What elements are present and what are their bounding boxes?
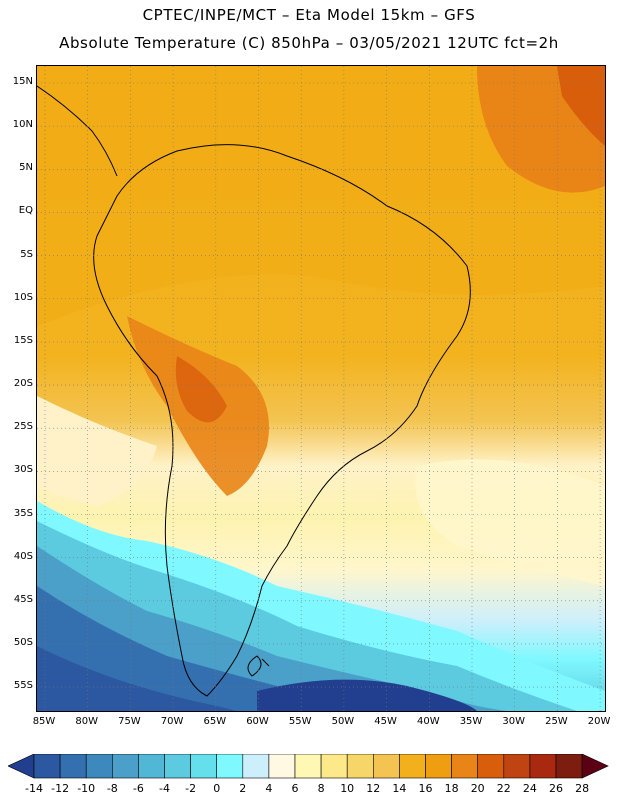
central-america-coastline [37, 85, 118, 177]
latitude-tick-label: 5S [20, 248, 33, 260]
colorbar-bin [555, 754, 583, 779]
colorbar-level-label: 26 [549, 782, 563, 795]
coldest-region [257, 679, 477, 711]
longitude-tick-label: 50W [331, 716, 355, 727]
longitude-tick-label: 70W [160, 716, 184, 727]
colorbar-level-label: 16 [418, 782, 433, 795]
latitude-tick-label: EQ [18, 205, 33, 217]
colorbar-level-label: 18 [444, 782, 459, 795]
longitude-tick-label: 85W [32, 716, 56, 727]
colorbar-level-label: -6 [132, 782, 144, 795]
longitude-tick-label: 30W [502, 716, 525, 727]
longitude-tick-label: 65W [203, 716, 227, 727]
longitude-tick-label: 40W [416, 716, 440, 727]
colorbar-bin [85, 754, 113, 779]
latitude-tick-label: 15N [12, 76, 33, 87]
colorbar-overflow-triangle [581, 754, 609, 779]
colorbar-bin [33, 754, 61, 779]
latitude-tick-label: 20S [13, 378, 33, 390]
colorbar-bin [320, 754, 348, 779]
latitude-tick-label: 50S [13, 636, 33, 648]
longitude-tick-label: 75W [118, 716, 141, 727]
colorbar-bin [242, 754, 270, 779]
colorbar-level-label: 12 [366, 782, 381, 795]
longitude-tick-label: 20W [587, 716, 611, 727]
colorbar-level-label: 22 [496, 782, 511, 795]
colorbar-bin [164, 754, 191, 779]
colorbar-bin [477, 754, 505, 779]
latitude-tick-label: 5N [19, 162, 33, 174]
colorbar-level-label: 20 [470, 782, 485, 795]
longitude-tick-label: 60W [246, 716, 269, 727]
colorbar-bin [216, 754, 244, 779]
colorbar-bin [112, 754, 139, 779]
colorbar-level-label: -14 [25, 782, 43, 795]
latitude-tick-label: 10N [12, 119, 33, 131]
colorbar-level-label: -8 [106, 782, 118, 795]
colorbar-level-label: 2 [239, 782, 247, 795]
latitude-tick-label: 40S [13, 550, 33, 562]
latitude-tick-label: 15S [13, 334, 33, 346]
colorbar-bin [503, 754, 531, 779]
temperature-map [36, 65, 606, 712]
colorbar-level-label: 0 [213, 782, 221, 795]
cold-band-4 [37, 586, 397, 711]
longitude-tick-label: 45W [374, 716, 397, 727]
lat-lon-grid [37, 66, 605, 711]
cold-band-5 [37, 646, 237, 711]
colorbar-level-label: -4 [159, 782, 170, 795]
colorbar-level-label: -10 [77, 782, 96, 795]
colorbar-level-label: 14 [392, 782, 407, 795]
falkland-islands [247, 655, 270, 677]
colorbar-level-label: 10 [340, 782, 355, 795]
colorbar-level-label: 8 [317, 782, 325, 795]
south-america-coastline [93, 144, 471, 697]
longitude-tick-label: 80W [75, 716, 98, 727]
chart-title-line2: Absolute Temperature (C) 850hPa – 03/05/… [59, 34, 559, 52]
colorbar-underflow-triangle [8, 754, 35, 779]
colorbar-level-label: 6 [291, 782, 299, 795]
latitude-tick-label: 30S [13, 464, 33, 476]
pale-band-west [37, 396, 157, 506]
latitude-tick-label: 10S [13, 291, 33, 303]
latitude-tick-label: 45S [13, 593, 33, 605]
colorbar-bin [190, 754, 218, 779]
latitude-tick-label: 25S [13, 421, 33, 433]
colorbar-bin [59, 754, 87, 779]
colorbar-bin [425, 754, 452, 779]
longitude-tick-label: 25W [545, 716, 568, 727]
colorbar-bin [268, 754, 296, 779]
colorbar-level-label: -12 [51, 782, 70, 795]
colorbar-bin [529, 754, 557, 779]
colorbar-level-label: 4 [265, 782, 273, 795]
colorbar-bin [451, 754, 479, 779]
colorbar [8, 754, 609, 779]
colorbar-level-label: 24 [522, 782, 537, 795]
latitude-tick-label: 55S [13, 680, 33, 692]
colorbar-level-label: 28 [575, 782, 590, 795]
latitude-tick-label: 35S [13, 507, 33, 519]
longitude-tick-label: 35W [459, 716, 483, 727]
colorbar-level-label: -2 [185, 782, 197, 795]
colorbar-bin [138, 754, 165, 779]
colorbar-bin [346, 754, 374, 779]
colorbar-bin [372, 754, 400, 779]
chart-title-line1: CPTEC/INPE/MCT – Eta Model 15km – GFS [142, 6, 476, 24]
colorbar-bin [294, 754, 322, 779]
longitude-tick-label: 55W [288, 716, 312, 727]
colorbar-bin [399, 754, 426, 779]
hot-region-interior [175, 356, 227, 423]
